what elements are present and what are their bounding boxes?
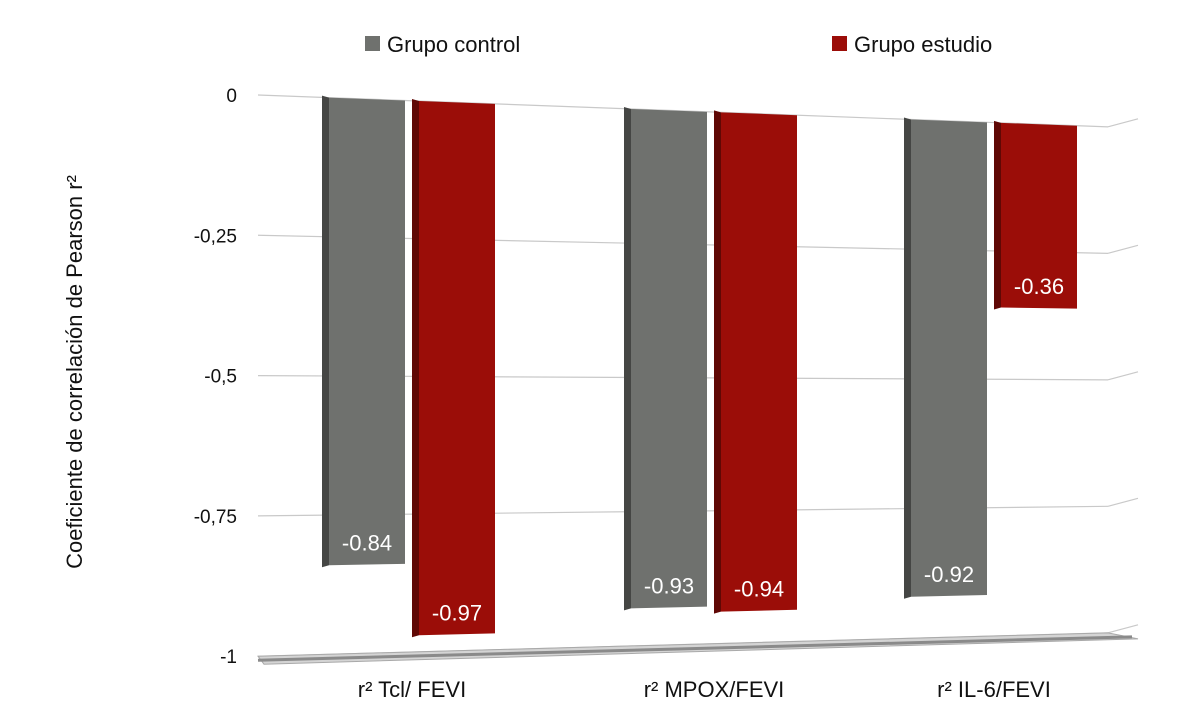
legend: Grupo control Grupo estudio — [365, 32, 992, 57]
bar-side-face — [624, 106, 631, 611]
chart-floor — [257, 632, 1139, 665]
bar — [911, 119, 987, 597]
data-label: -0.84 — [342, 531, 392, 556]
gridline — [257, 94, 1109, 128]
gridline-edge — [1107, 624, 1139, 634]
gridline-edge — [1107, 497, 1139, 507]
data-label: -0.92 — [924, 562, 974, 587]
data-label: -0.94 — [734, 577, 784, 602]
bar — [419, 101, 495, 636]
floor-edge — [257, 635, 1133, 662]
bar — [1001, 122, 1077, 309]
y-axis-ticks: 0 -0,25 -0,5 -0,75 -1 — [194, 86, 237, 668]
bar — [721, 112, 797, 612]
data-label: -0.36 — [1014, 274, 1064, 299]
bar — [631, 108, 707, 609]
legend-label: Grupo estudio — [854, 32, 992, 57]
category-label: r² Tcl/ FEVI — [358, 677, 466, 702]
y-tick-label: -0,25 — [194, 226, 237, 247]
legend-swatch — [365, 36, 380, 51]
y-axis-title: Coeficiente de correlación de Pearson r² — [62, 175, 87, 569]
bar-side-face — [322, 95, 329, 568]
y-tick-label: 0 — [226, 86, 237, 107]
legend-swatch — [832, 36, 847, 51]
legend-label: Grupo control — [387, 32, 520, 57]
bars — [322, 95, 1077, 638]
data-label: -0.97 — [432, 600, 482, 625]
data-labels: -0.84 -0.97 -0.93 -0.94 -0.92 -0.36 — [342, 274, 1064, 625]
bar-side-face — [412, 99, 419, 638]
bar-side-face — [904, 117, 911, 599]
y-tick-label: -1 — [220, 647, 237, 668]
bar-side-face — [994, 120, 1001, 310]
bar-side-face — [714, 110, 721, 614]
data-label: -0.93 — [644, 573, 694, 598]
gridline-edge — [1107, 244, 1139, 254]
category-label: r² MPOX/FEVI — [644, 677, 785, 702]
y-tick-label: -0,75 — [194, 507, 237, 528]
y-tick-label: -0,5 — [204, 367, 237, 388]
bar — [329, 97, 405, 566]
category-label: r² IL-6/FEVI — [937, 677, 1051, 702]
gridline-edge — [1107, 371, 1139, 381]
category-labels: r² Tcl/ FEVI r² MPOX/FEVI r² IL-6/FEVI — [358, 677, 1051, 702]
gridline-edge — [1107, 118, 1139, 128]
